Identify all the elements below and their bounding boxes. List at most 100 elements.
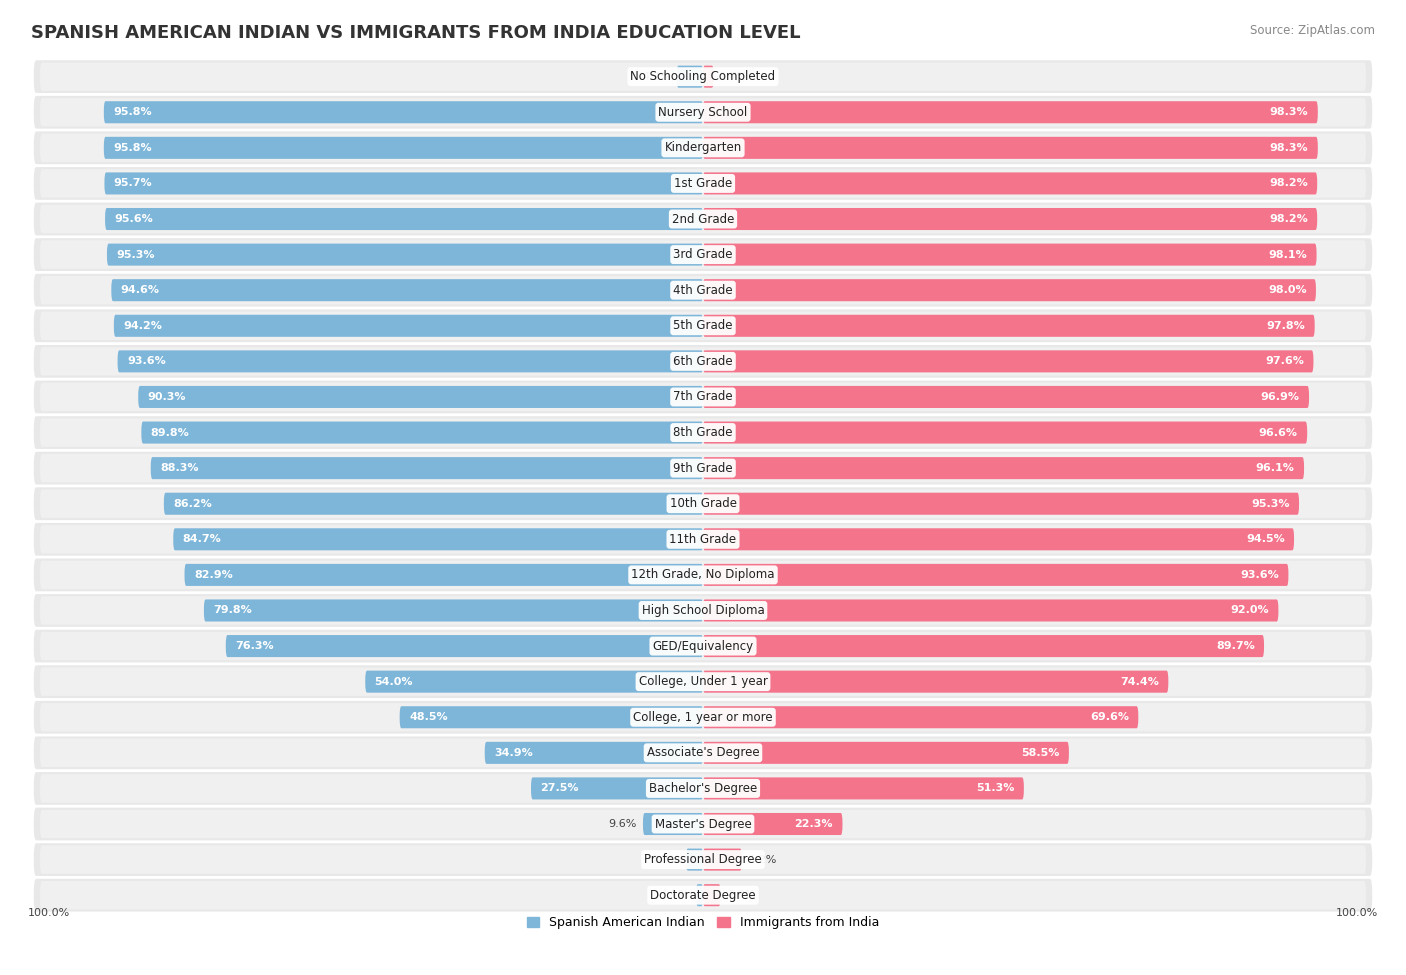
FancyBboxPatch shape (34, 132, 1372, 164)
FancyBboxPatch shape (39, 881, 1367, 910)
FancyBboxPatch shape (703, 777, 1024, 800)
Text: 90.3%: 90.3% (148, 392, 186, 402)
Text: 76.3%: 76.3% (235, 642, 274, 651)
Text: 2.7%: 2.7% (651, 855, 681, 865)
FancyBboxPatch shape (39, 774, 1367, 802)
Text: Nursery School: Nursery School (658, 105, 748, 119)
FancyBboxPatch shape (703, 600, 1278, 621)
Text: Kindergarten: Kindergarten (665, 141, 741, 154)
FancyBboxPatch shape (39, 845, 1367, 874)
FancyBboxPatch shape (34, 559, 1372, 591)
FancyBboxPatch shape (105, 208, 703, 230)
Text: Bachelor's Degree: Bachelor's Degree (650, 782, 756, 795)
FancyBboxPatch shape (39, 810, 1367, 838)
Text: Doctorate Degree: Doctorate Degree (650, 888, 756, 902)
FancyBboxPatch shape (703, 492, 1299, 515)
FancyBboxPatch shape (39, 276, 1367, 304)
Text: 79.8%: 79.8% (214, 605, 252, 615)
FancyBboxPatch shape (703, 671, 1168, 692)
Text: SPANISH AMERICAN INDIAN VS IMMIGRANTS FROM INDIA EDUCATION LEVEL: SPANISH AMERICAN INDIAN VS IMMIGRANTS FR… (31, 24, 800, 42)
FancyBboxPatch shape (111, 279, 703, 301)
Text: 97.6%: 97.6% (1265, 357, 1303, 367)
Text: No Schooling Completed: No Schooling Completed (630, 70, 776, 83)
Text: Professional Degree: Professional Degree (644, 853, 762, 866)
FancyBboxPatch shape (226, 635, 703, 657)
FancyBboxPatch shape (34, 630, 1372, 662)
FancyBboxPatch shape (703, 208, 1317, 230)
FancyBboxPatch shape (39, 62, 1367, 91)
Text: 97.8%: 97.8% (1267, 321, 1305, 331)
FancyBboxPatch shape (703, 386, 1309, 408)
Text: 9th Grade: 9th Grade (673, 461, 733, 475)
Text: 93.6%: 93.6% (1240, 570, 1279, 580)
FancyBboxPatch shape (39, 241, 1367, 269)
Text: Master's Degree: Master's Degree (655, 817, 751, 831)
FancyBboxPatch shape (703, 742, 1069, 763)
Text: 89.8%: 89.8% (150, 428, 190, 438)
Text: 48.5%: 48.5% (409, 713, 447, 722)
FancyBboxPatch shape (39, 170, 1367, 198)
FancyBboxPatch shape (34, 594, 1372, 627)
Text: 95.3%: 95.3% (117, 250, 155, 259)
FancyBboxPatch shape (39, 454, 1367, 483)
Text: 98.2%: 98.2% (1270, 214, 1308, 224)
FancyBboxPatch shape (703, 136, 1317, 159)
Text: 94.2%: 94.2% (124, 321, 162, 331)
FancyBboxPatch shape (39, 98, 1367, 127)
FancyBboxPatch shape (39, 489, 1367, 518)
Text: 12th Grade, No Diploma: 12th Grade, No Diploma (631, 568, 775, 581)
Text: 94.6%: 94.6% (121, 286, 160, 295)
FancyBboxPatch shape (107, 244, 703, 265)
Text: 100.0%: 100.0% (28, 908, 70, 918)
FancyBboxPatch shape (703, 421, 1308, 444)
FancyBboxPatch shape (204, 600, 703, 621)
FancyBboxPatch shape (34, 665, 1372, 698)
FancyBboxPatch shape (34, 878, 1372, 912)
FancyBboxPatch shape (138, 386, 703, 408)
Text: 89.7%: 89.7% (1216, 642, 1254, 651)
FancyBboxPatch shape (703, 884, 720, 906)
Text: 84.7%: 84.7% (183, 534, 221, 544)
FancyBboxPatch shape (104, 136, 703, 159)
Text: 2nd Grade: 2nd Grade (672, 213, 734, 225)
FancyBboxPatch shape (34, 736, 1372, 769)
Text: 22.3%: 22.3% (794, 819, 834, 829)
FancyBboxPatch shape (39, 347, 1367, 375)
FancyBboxPatch shape (703, 244, 1316, 265)
Text: 2.8%: 2.8% (727, 890, 755, 900)
FancyBboxPatch shape (118, 350, 703, 372)
FancyBboxPatch shape (399, 706, 703, 728)
FancyBboxPatch shape (104, 101, 703, 123)
FancyBboxPatch shape (150, 457, 703, 479)
Text: 54.0%: 54.0% (374, 677, 413, 686)
Text: 4.2%: 4.2% (643, 72, 671, 82)
Text: 11th Grade: 11th Grade (669, 532, 737, 546)
FancyBboxPatch shape (184, 564, 703, 586)
Text: 6.2%: 6.2% (748, 855, 776, 865)
FancyBboxPatch shape (39, 561, 1367, 589)
Text: 98.3%: 98.3% (1270, 143, 1309, 153)
FancyBboxPatch shape (34, 523, 1372, 556)
FancyBboxPatch shape (39, 312, 1367, 340)
Text: 51.3%: 51.3% (976, 784, 1015, 794)
FancyBboxPatch shape (703, 279, 1316, 301)
Text: 9.6%: 9.6% (609, 819, 637, 829)
FancyBboxPatch shape (34, 309, 1372, 342)
Text: 88.3%: 88.3% (160, 463, 198, 473)
Text: 27.5%: 27.5% (540, 784, 579, 794)
FancyBboxPatch shape (34, 416, 1372, 448)
FancyBboxPatch shape (34, 238, 1372, 271)
FancyBboxPatch shape (39, 597, 1367, 625)
Text: 96.6%: 96.6% (1258, 428, 1298, 438)
FancyBboxPatch shape (39, 703, 1367, 731)
Text: 7th Grade: 7th Grade (673, 390, 733, 404)
Text: 82.9%: 82.9% (194, 570, 232, 580)
Text: 95.8%: 95.8% (114, 143, 152, 153)
Text: 98.2%: 98.2% (1270, 178, 1308, 188)
Text: 69.6%: 69.6% (1090, 713, 1129, 722)
FancyBboxPatch shape (34, 488, 1372, 520)
Text: 34.9%: 34.9% (494, 748, 533, 758)
FancyBboxPatch shape (686, 848, 703, 871)
Text: 92.0%: 92.0% (1230, 605, 1270, 615)
FancyBboxPatch shape (703, 315, 1315, 336)
